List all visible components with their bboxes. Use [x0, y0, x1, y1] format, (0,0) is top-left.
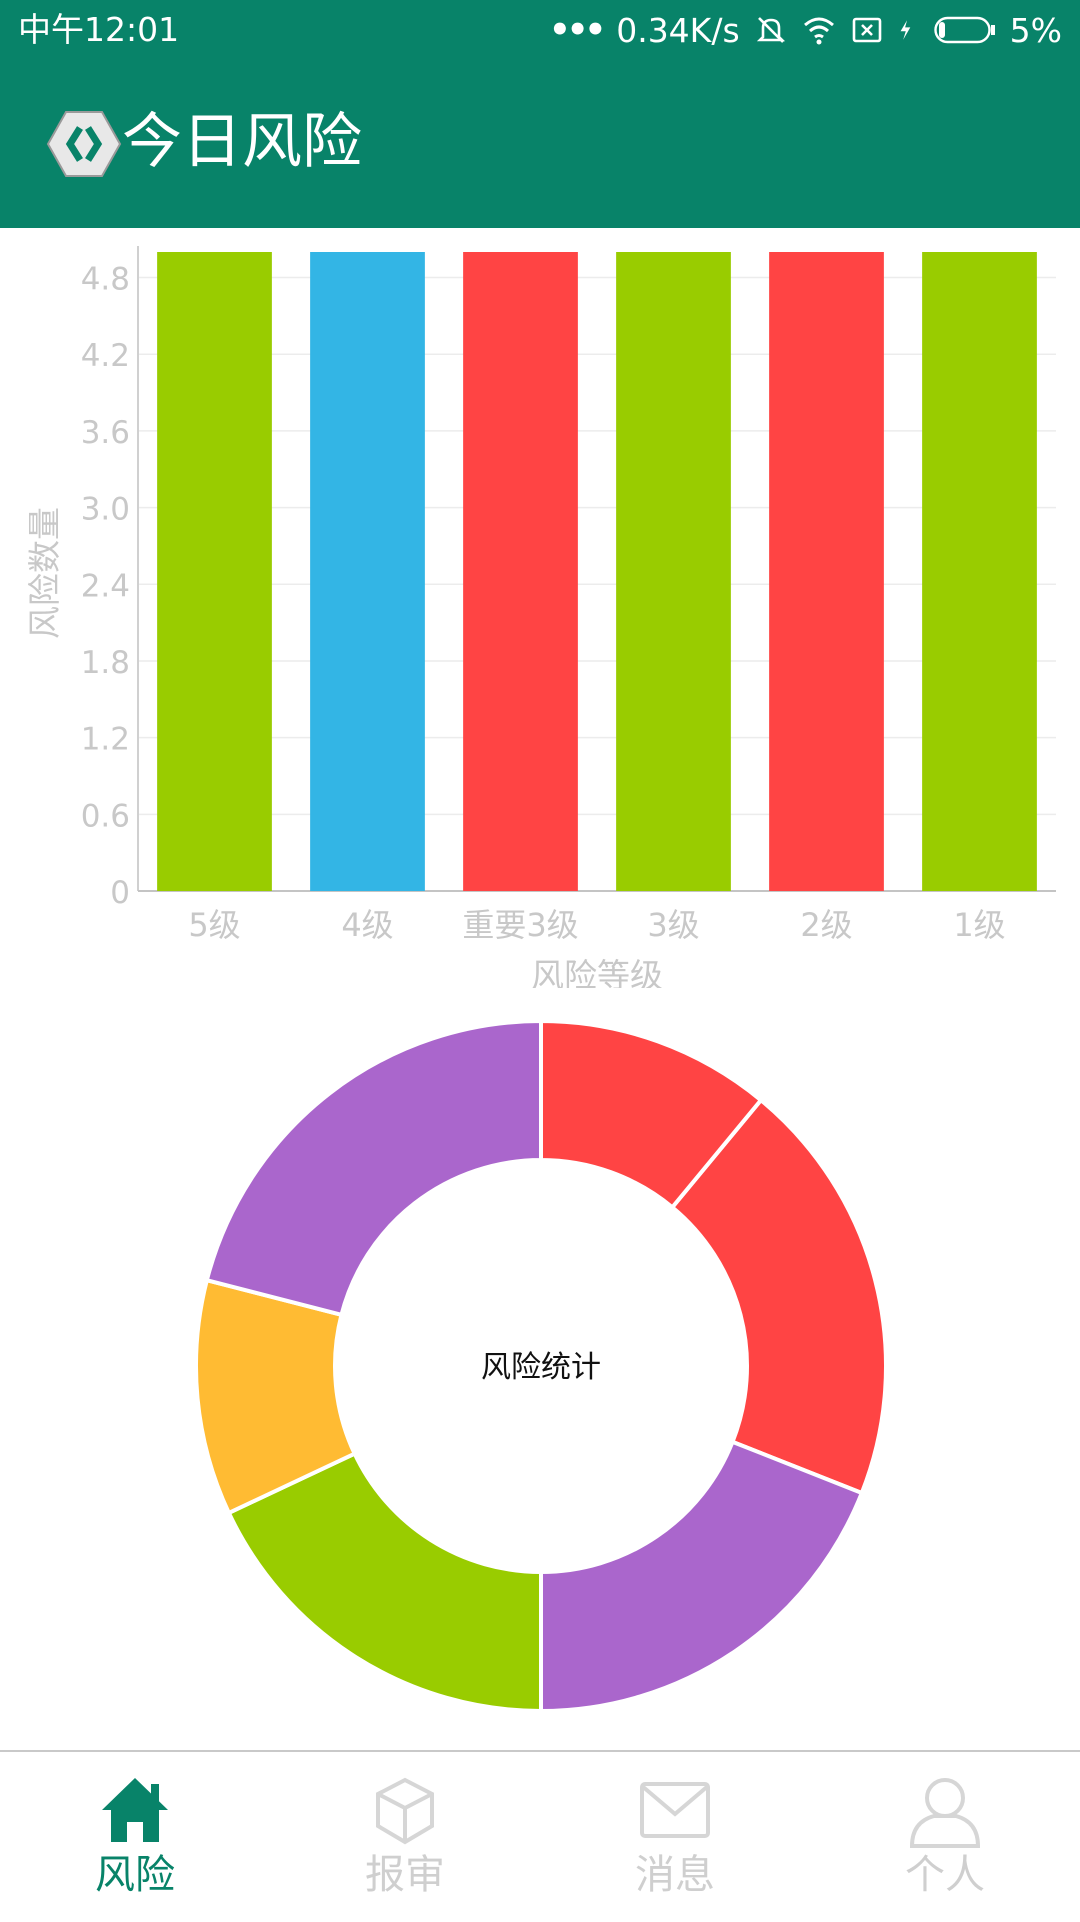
more-notifications-icon: ••• [549, 10, 606, 50]
cube-icon [376, 1777, 434, 1845]
nav-item-review[interactable]: 报审 [270, 1752, 540, 1922]
x-tick-label: 重要3级 [462, 906, 578, 944]
battery-icon [933, 16, 995, 44]
bar-6[interactable] [922, 252, 1037, 891]
home-icon [102, 1778, 168, 1842]
charts-area: 0 0.6 1.2 1.8 2.4 3.0 3.6 4.2 4.8 5级 4级 重要3级 3级 2级 1级风… [0, 228, 1080, 1750]
status-time: 中午12:01 [18, 10, 180, 49]
donut-slice-6[interactable] [539, 1018, 764, 1211]
page-title: 今日风险 [122, 107, 362, 177]
nav-label-profile: 个人 [905, 1852, 985, 1898]
donut-slice-2[interactable] [539, 1439, 865, 1714]
nav-label-review: 报审 [365, 1852, 445, 1898]
y-axis-title: 风险数量 [25, 507, 64, 639]
no-sim-icon [852, 17, 881, 43]
charging-icon [900, 20, 910, 40]
person-icon [909, 1778, 981, 1848]
risk-bar-chart: 00.61.21.82.43.03.64.24.85级 4级 重要3级 3级 2级 1级风… [25, 246, 1056, 988]
nav-label-risk: 风险 [95, 1852, 175, 1898]
y-tick-label: 4.8 [81, 262, 130, 298]
app-logo-icon [46, 111, 122, 177]
donut-center-label: 风险统计 [481, 1350, 601, 1385]
x-tick-label: 2级 [800, 906, 852, 944]
mail-icon [640, 1782, 710, 1838]
donut-slice-3[interactable] [226, 1451, 543, 1714]
mute-icon [756, 17, 785, 43]
y-tick-label: 1.2 [81, 722, 130, 758]
bar-3[interactable] [463, 252, 578, 891]
nav-label-messages: 消息 [635, 1852, 715, 1898]
x-tick-label: 5级 [188, 906, 240, 944]
nav-item-risk[interactable]: 风险 [0, 1752, 270, 1922]
donut-slice-5[interactable] [204, 1018, 543, 1318]
nav-item-profile[interactable]: 个人 [810, 1752, 1080, 1922]
network-speed: 0.34K/s [616, 10, 740, 50]
donut-slice-1[interactable] [669, 1097, 888, 1496]
nav-item-messages[interactable]: 消息 [540, 1752, 810, 1922]
status-bar: 中午12:01 ••• 0.34K/s 5% [0, 0, 1080, 62]
x-tick-label: 4级 [341, 906, 393, 944]
bar-4[interactable] [616, 252, 731, 891]
status-right-group: ••• 0.34K/s 5% [549, 10, 1062, 50]
bar-5[interactable] [769, 252, 884, 891]
x-axis-title: 风险等级 [531, 956, 663, 988]
x-tick-label: 3级 [647, 906, 699, 944]
x-tick-label: 1级 [953, 906, 1005, 944]
bar-1[interactable] [157, 252, 272, 891]
y-tick-label: 0.6 [81, 798, 130, 834]
y-tick-label: 0 [110, 875, 130, 911]
y-tick-label: 2.4 [81, 568, 130, 604]
y-tick-label: 4.2 [81, 338, 130, 374]
y-tick-label: 3.0 [81, 492, 130, 528]
y-tick-label: 3.6 [81, 415, 130, 451]
battery-percent: 5% [1009, 10, 1062, 50]
wifi-icon [803, 17, 834, 45]
y-tick-label: 1.8 [81, 645, 130, 681]
bar-2[interactable] [310, 252, 425, 891]
bottom-nav: 风险 报审 消息 个人 [0, 1750, 1080, 1922]
risk-donut-chart: 风险统计 [194, 1018, 888, 1714]
app-bar: 今日风险 [0, 62, 1080, 228]
